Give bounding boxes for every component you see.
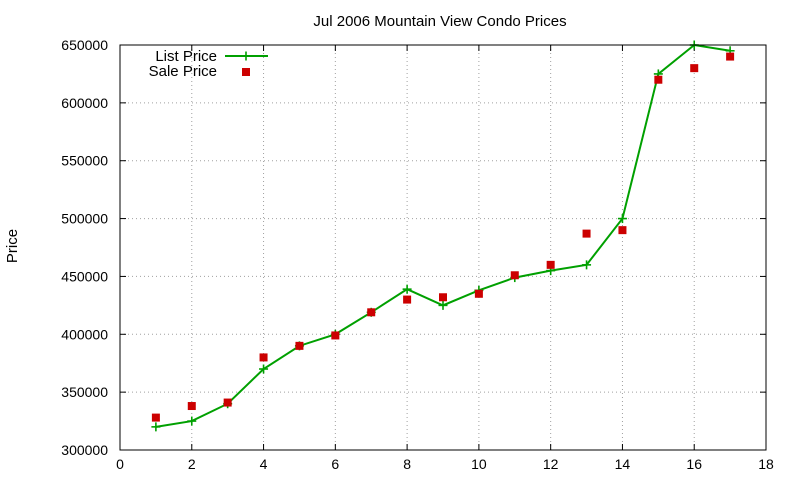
y-tick-label: 400000 xyxy=(61,326,108,342)
sale-price-point xyxy=(474,289,483,298)
list-price-point xyxy=(617,214,627,224)
x-tick-label: 2 xyxy=(188,456,196,472)
y-tick-label: 550000 xyxy=(61,153,108,169)
x-tick-label: 4 xyxy=(260,456,268,472)
y-axis-label: Price xyxy=(4,229,21,263)
legend-marker-list-price xyxy=(241,51,251,61)
y-tick-label: 450000 xyxy=(61,268,108,284)
legend-marker-sale-price xyxy=(242,68,250,76)
y-tick-label: 350000 xyxy=(61,384,108,400)
sale-price-point xyxy=(223,398,232,407)
sale-price-point xyxy=(690,64,699,73)
sale-price-point xyxy=(187,402,196,411)
plot-frame xyxy=(119,44,767,451)
y-tick-label: 500000 xyxy=(61,211,108,227)
x-tick-label: 6 xyxy=(331,456,339,472)
sale-price-point xyxy=(582,229,591,238)
sale-price-point xyxy=(295,341,304,350)
sale-price-point xyxy=(618,226,627,235)
x-tick-label: 12 xyxy=(543,456,559,472)
list-price-point xyxy=(187,416,197,426)
list-price-point xyxy=(151,422,161,432)
sale-price-point xyxy=(726,52,735,61)
chart-title: Jul 2006 Mountain View Condo Prices xyxy=(313,13,566,30)
x-tick-label: 18 xyxy=(758,456,774,472)
legend-label-list-price: List Price xyxy=(155,48,217,65)
sale-price-point xyxy=(367,308,376,317)
list-price-point xyxy=(259,364,269,374)
list-price-point xyxy=(438,300,448,310)
sale-price-point xyxy=(439,293,447,302)
legend-label-sale-price: Sale Price xyxy=(149,63,217,80)
x-tick-label: 16 xyxy=(686,456,702,472)
x-tick-label: 14 xyxy=(615,456,631,472)
sale-price-point xyxy=(654,75,663,84)
sale-price-point xyxy=(546,260,555,269)
list-price-point xyxy=(582,260,592,270)
sale-price-point xyxy=(510,271,519,280)
axis-ticks: 0 2 4 6 8 10 12 14 16 18 300000 350000 400000 450000 5… xyxy=(61,37,774,472)
sale-price-point xyxy=(331,331,340,340)
x-tick-label: 10 xyxy=(471,456,487,472)
x-tick-label: 8 xyxy=(403,456,411,472)
y-tick-label: 300000 xyxy=(61,442,108,458)
y-tick-label: 600000 xyxy=(61,95,108,111)
sale-price-point xyxy=(259,353,268,362)
list-price-point xyxy=(402,284,412,294)
x-tick-label: 0 xyxy=(116,456,124,472)
sale-price-point xyxy=(403,295,412,304)
y-tick-label: 650000 xyxy=(61,37,108,53)
sale-price-point xyxy=(151,413,160,422)
